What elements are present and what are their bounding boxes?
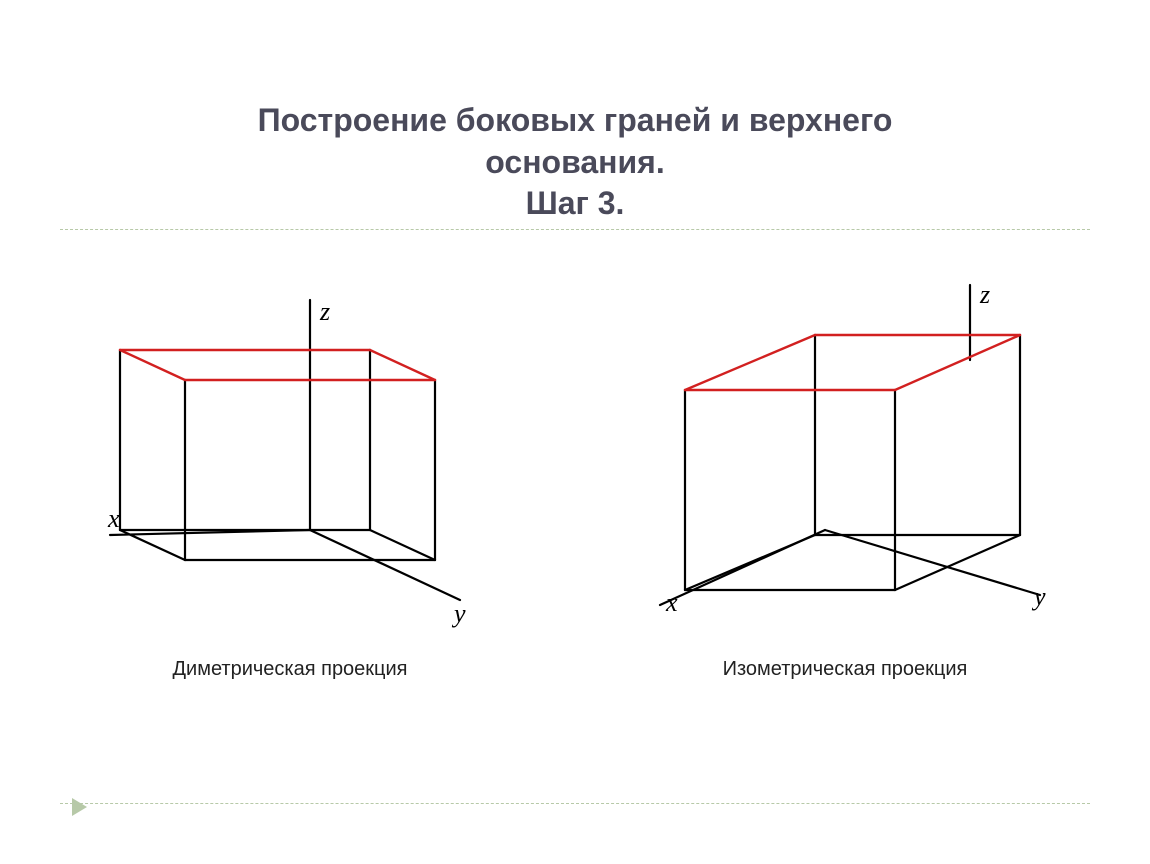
triangle-icon: [72, 798, 87, 816]
isometric-diagram: x y z: [620, 270, 1070, 630]
svg-text:z: z: [979, 280, 990, 309]
dimetric-diagram: x y z: [80, 270, 500, 630]
title-line-2: основания.: [60, 142, 1090, 184]
svg-text:y: y: [451, 599, 466, 628]
caption-dimetric: Диметрическая проекция: [172, 658, 407, 681]
figures-row: x y z Диметрическая проекция x y z Изометрич…: [60, 270, 1090, 681]
svg-text:z: z: [319, 297, 330, 326]
caption-isometric: Изометрическая проекция: [723, 658, 968, 681]
figure-isometric: x y z Изометрическая проекция: [620, 270, 1070, 681]
slide: Построение боковых граней и верхнего осн…: [0, 0, 1150, 864]
svg-text:y: y: [1031, 582, 1046, 611]
divider-bottom: [60, 803, 1090, 804]
divider-top: [60, 229, 1090, 230]
figure-dimetric: x y z Диметрическая проекция: [80, 270, 500, 681]
title-line-3: Шаг 3.: [60, 183, 1090, 225]
svg-text:x: x: [107, 504, 120, 533]
svg-text:x: x: [665, 588, 678, 617]
page-title: Построение боковых граней и верхнего осн…: [60, 100, 1090, 225]
title-line-1: Построение боковых граней и верхнего: [60, 100, 1090, 142]
